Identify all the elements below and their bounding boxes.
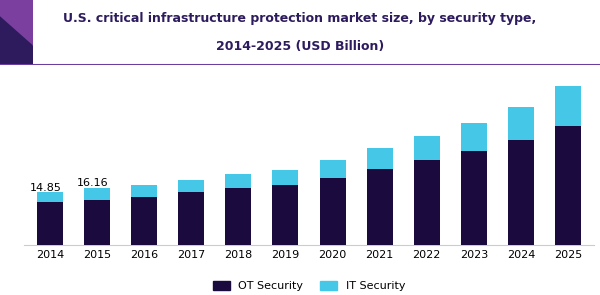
Bar: [131, 197, 157, 245]
Bar: [367, 169, 392, 245]
Bar: [84, 199, 110, 245]
Text: 14.85: 14.85: [30, 183, 62, 193]
Bar: [131, 185, 157, 197]
Bar: [461, 123, 487, 151]
Bar: [226, 188, 251, 245]
Bar: [320, 178, 346, 245]
Bar: [508, 140, 534, 245]
Bar: [37, 202, 63, 245]
Polygon shape: [0, 16, 33, 65]
Bar: [84, 188, 110, 199]
Bar: [508, 107, 534, 140]
Text: 2014-2025 (USD Billion): 2014-2025 (USD Billion): [216, 40, 384, 53]
Bar: [461, 151, 487, 245]
Bar: [272, 170, 298, 185]
Bar: [414, 136, 440, 160]
Text: 16.16: 16.16: [77, 178, 109, 188]
Bar: [178, 180, 204, 192]
Bar: [367, 148, 392, 169]
Polygon shape: [0, 0, 33, 45]
Bar: [320, 160, 346, 178]
Bar: [178, 192, 204, 245]
Bar: [414, 160, 440, 245]
Bar: [555, 126, 581, 245]
Bar: [272, 185, 298, 245]
Bar: [37, 192, 63, 202]
Bar: [226, 174, 251, 188]
Legend: OT Security, IT Security: OT Security, IT Security: [208, 277, 410, 295]
Bar: [555, 86, 581, 126]
Text: U.S. critical infrastructure protection market size, by security type,: U.S. critical infrastructure protection …: [64, 12, 536, 25]
